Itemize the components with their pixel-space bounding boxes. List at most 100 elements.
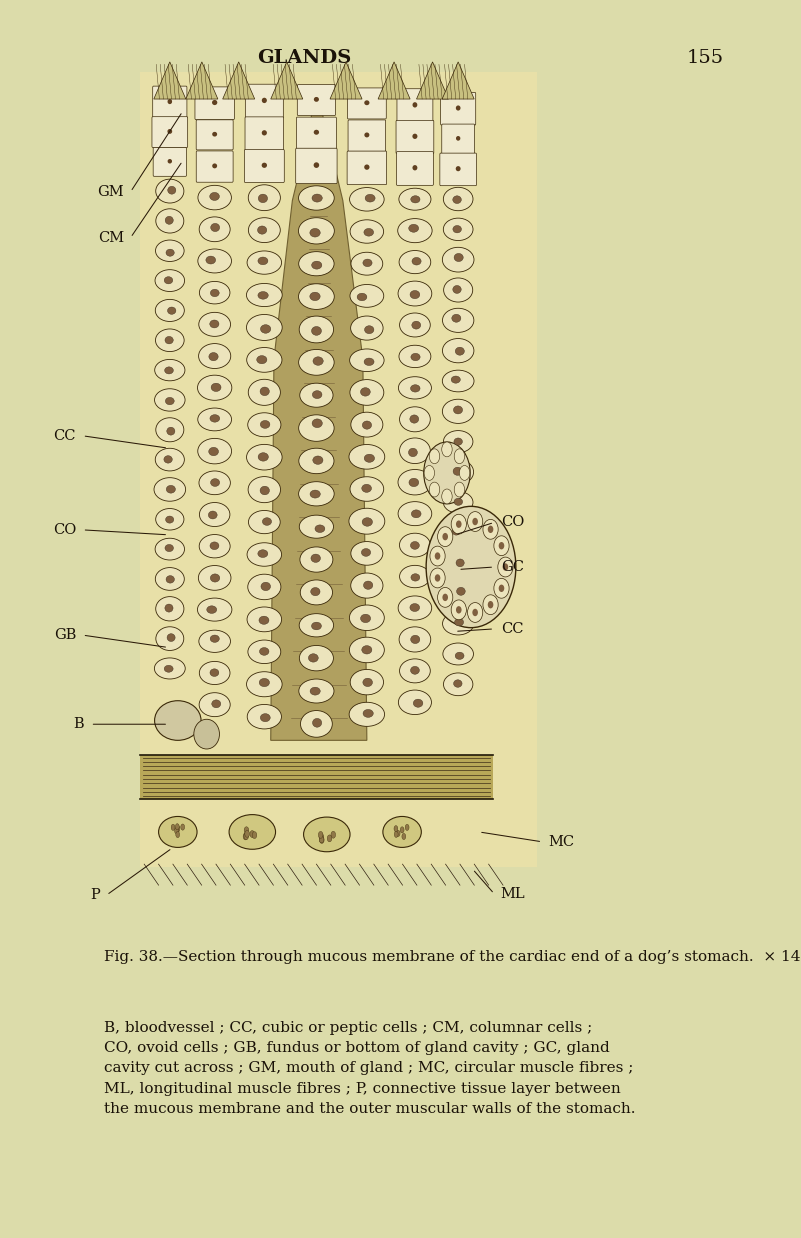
Ellipse shape: [311, 555, 320, 562]
Ellipse shape: [453, 467, 462, 475]
Ellipse shape: [399, 626, 431, 652]
Ellipse shape: [331, 831, 336, 838]
Text: B, bloodvessel ; CC, cubic or peptic cells ; CM, columnar cells ;
CO, ovoid cell: B, bloodvessel ; CC, cubic or peptic cel…: [104, 1021, 636, 1115]
Ellipse shape: [299, 482, 334, 506]
FancyBboxPatch shape: [440, 154, 477, 186]
Ellipse shape: [248, 510, 280, 534]
Ellipse shape: [454, 438, 462, 446]
Ellipse shape: [299, 678, 334, 703]
Ellipse shape: [398, 219, 432, 243]
Ellipse shape: [198, 375, 231, 400]
Ellipse shape: [210, 635, 219, 643]
Ellipse shape: [442, 308, 474, 332]
Ellipse shape: [175, 827, 179, 833]
Ellipse shape: [443, 187, 473, 210]
Ellipse shape: [396, 831, 400, 837]
Ellipse shape: [175, 823, 179, 829]
Ellipse shape: [258, 258, 268, 265]
Ellipse shape: [167, 307, 176, 314]
Ellipse shape: [349, 349, 384, 371]
Ellipse shape: [398, 376, 432, 399]
Ellipse shape: [248, 412, 281, 437]
Ellipse shape: [300, 384, 333, 407]
Ellipse shape: [155, 509, 184, 530]
Ellipse shape: [320, 836, 324, 843]
Ellipse shape: [400, 659, 430, 683]
Text: GLANDS: GLANDS: [257, 50, 352, 67]
Ellipse shape: [398, 501, 432, 526]
FancyBboxPatch shape: [195, 87, 235, 120]
Ellipse shape: [312, 194, 322, 202]
Ellipse shape: [430, 546, 445, 566]
Ellipse shape: [167, 129, 172, 134]
Ellipse shape: [199, 503, 230, 526]
Ellipse shape: [328, 834, 332, 842]
Ellipse shape: [155, 180, 184, 203]
Ellipse shape: [412, 510, 421, 517]
Text: CO: CO: [53, 522, 76, 537]
Ellipse shape: [497, 557, 513, 577]
Ellipse shape: [199, 281, 230, 303]
Ellipse shape: [429, 482, 440, 496]
Ellipse shape: [300, 645, 333, 671]
Ellipse shape: [244, 833, 248, 839]
Ellipse shape: [299, 251, 334, 276]
Ellipse shape: [364, 581, 372, 589]
FancyBboxPatch shape: [296, 118, 336, 149]
Ellipse shape: [454, 449, 465, 464]
FancyBboxPatch shape: [152, 116, 187, 147]
Ellipse shape: [199, 693, 230, 717]
Ellipse shape: [363, 709, 373, 717]
FancyBboxPatch shape: [441, 93, 476, 125]
FancyBboxPatch shape: [196, 151, 233, 182]
Ellipse shape: [442, 489, 452, 504]
Ellipse shape: [424, 442, 470, 504]
Ellipse shape: [312, 261, 322, 269]
Ellipse shape: [452, 314, 461, 322]
FancyBboxPatch shape: [442, 124, 474, 154]
Ellipse shape: [411, 573, 420, 581]
Ellipse shape: [425, 465, 434, 480]
Ellipse shape: [410, 291, 420, 298]
Ellipse shape: [405, 825, 409, 831]
Text: Fig. 38.—Section through mucous membrane of the cardiac end of a dog’s stomach. : Fig. 38.—Section through mucous membrane…: [104, 950, 801, 963]
Ellipse shape: [167, 427, 175, 435]
Ellipse shape: [313, 357, 324, 365]
Ellipse shape: [409, 478, 419, 487]
Ellipse shape: [451, 514, 466, 534]
Ellipse shape: [260, 487, 269, 495]
Ellipse shape: [155, 270, 184, 291]
Ellipse shape: [247, 607, 282, 631]
Ellipse shape: [155, 448, 184, 470]
Ellipse shape: [349, 702, 384, 727]
Ellipse shape: [360, 614, 371, 623]
Ellipse shape: [248, 184, 280, 210]
Ellipse shape: [300, 316, 333, 343]
Ellipse shape: [310, 292, 320, 301]
Ellipse shape: [165, 366, 173, 374]
Ellipse shape: [299, 415, 334, 441]
Ellipse shape: [488, 526, 493, 534]
Text: P: P: [91, 888, 100, 903]
Ellipse shape: [451, 376, 461, 384]
Ellipse shape: [363, 678, 372, 687]
Ellipse shape: [503, 563, 508, 571]
Ellipse shape: [383, 817, 421, 847]
Ellipse shape: [455, 347, 465, 355]
Ellipse shape: [304, 817, 350, 852]
Ellipse shape: [350, 477, 384, 501]
Ellipse shape: [400, 438, 430, 463]
FancyBboxPatch shape: [397, 89, 433, 123]
Ellipse shape: [208, 511, 217, 519]
Ellipse shape: [248, 477, 280, 503]
Ellipse shape: [452, 527, 461, 535]
Ellipse shape: [430, 568, 445, 588]
Ellipse shape: [399, 345, 431, 368]
FancyBboxPatch shape: [296, 149, 337, 183]
Ellipse shape: [399, 188, 431, 210]
Ellipse shape: [362, 517, 372, 526]
Text: CM: CM: [98, 230, 124, 245]
Ellipse shape: [248, 574, 281, 599]
Ellipse shape: [400, 313, 430, 337]
Ellipse shape: [165, 217, 173, 224]
